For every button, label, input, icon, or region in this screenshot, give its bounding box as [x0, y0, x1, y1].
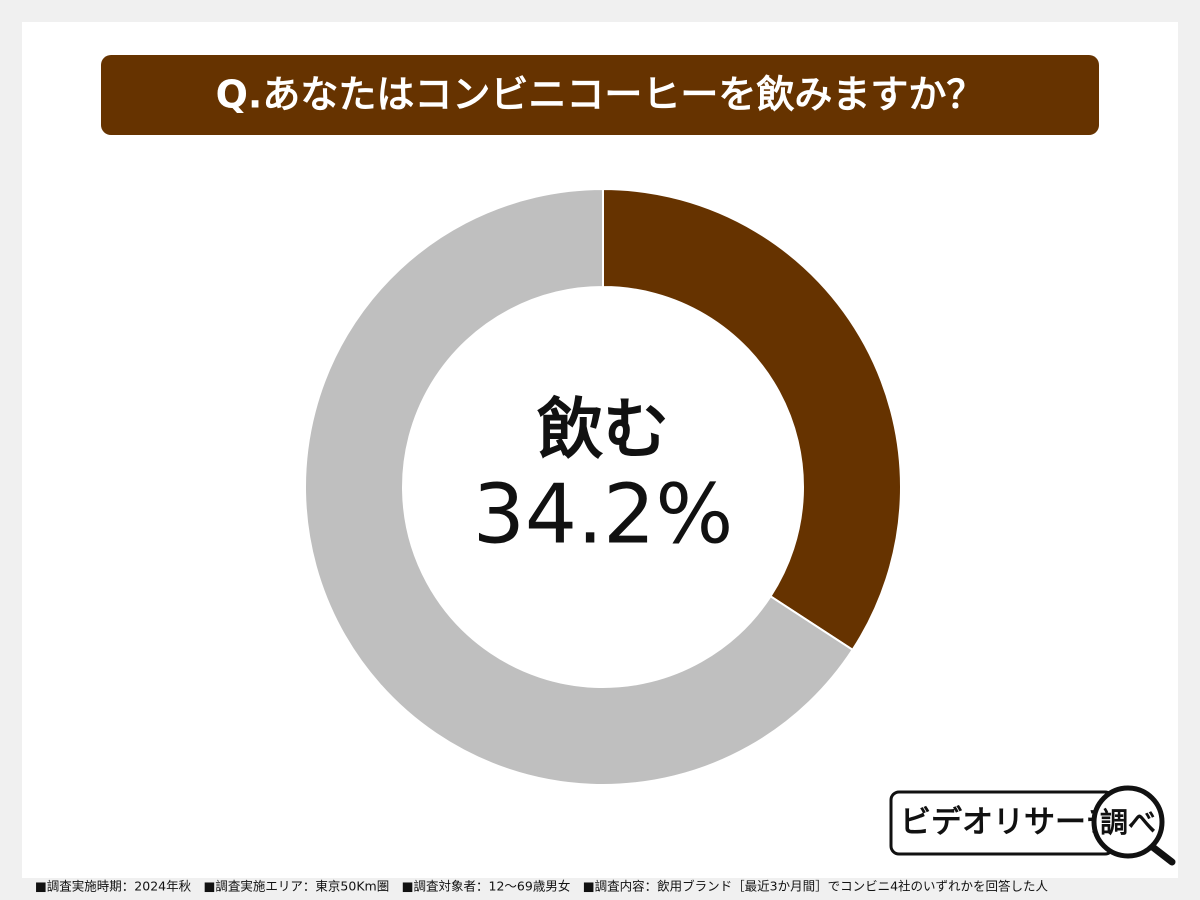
logo-badge: 調べ [1100, 806, 1156, 839]
center-category: 飲む [537, 391, 669, 468]
donut-segment [304, 187, 854, 786]
logo: ビデオリサーチ 調べ [889, 785, 1176, 866]
logo-text: ビデオリサーチ [900, 805, 1117, 841]
logo-lens [1091, 785, 1165, 859]
footnote: ■調査実施時期：2024年秋 ■調査実施エリア：東京50Km圏 ■調査対象者：1… [35, 879, 1049, 894]
donut [304, 187, 902, 786]
center-value-label: 34.2% [473, 467, 734, 562]
title-bar [101, 55, 1099, 135]
chart-title: Q.あなたはコンビニコーヒーを飲みますか？ [216, 73, 985, 117]
donut-segment [602, 187, 902, 652]
